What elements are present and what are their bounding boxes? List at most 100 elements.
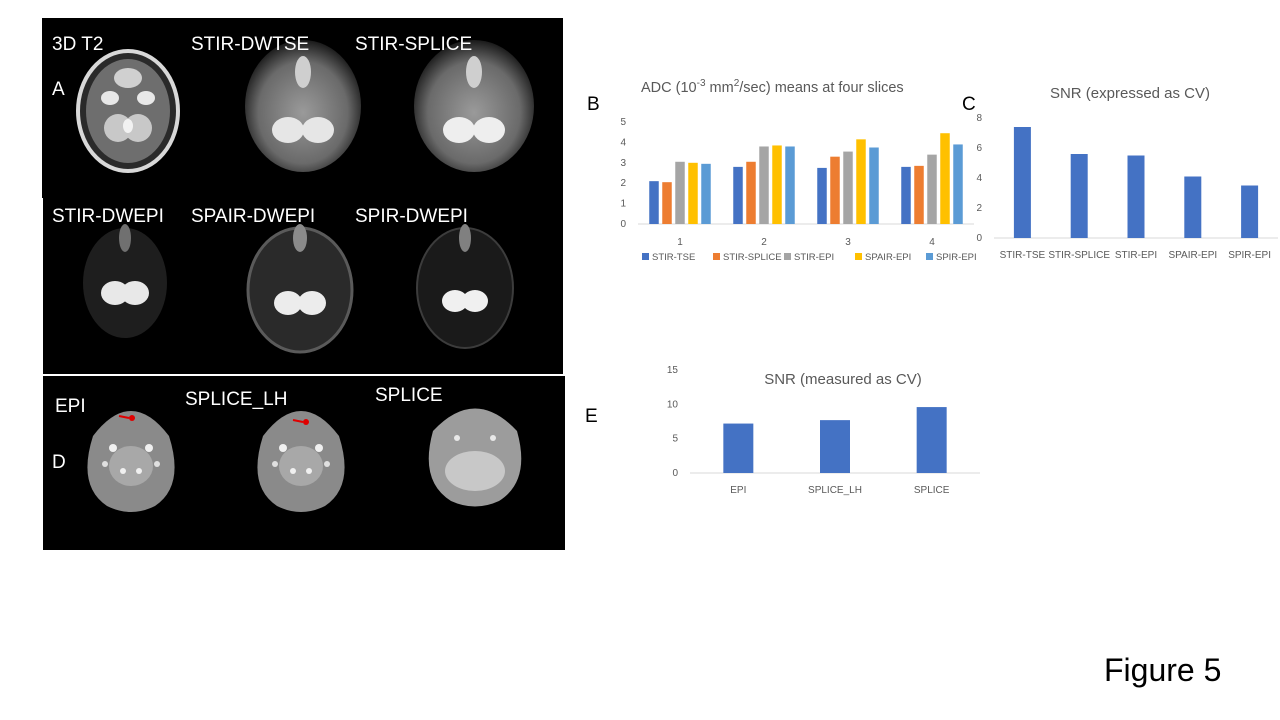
- chart-b-bar: [953, 144, 963, 224]
- chart-b-bar: [914, 165, 924, 224]
- chart-e-bar: [916, 407, 947, 473]
- chart-b-legend-swatch: [926, 253, 933, 260]
- image-panel-row1: 3D T2 STIR-DWTSE STIR-SPLICE A: [42, 18, 563, 198]
- panel-letter-c: C: [962, 94, 976, 115]
- chart-c-bar: [1241, 185, 1259, 238]
- label-epi: EPI: [55, 396, 86, 417]
- image-panel-row3: EPI SPLICE_LH SPLICE D: [43, 376, 565, 550]
- label-stir-dwepi: STIR-DWEPI: [52, 206, 164, 227]
- chart-e-bar: [723, 423, 754, 473]
- chart-e-title: SNR (measured as CV): [764, 371, 922, 388]
- chart-c-bar: [1013, 127, 1031, 238]
- label-stir-dwtse: STIR-DWTSE: [191, 34, 310, 55]
- chart-c-xtick: STIR-SPLICE: [1048, 250, 1110, 261]
- chart-b-legend-label: STIR-SPLICE: [723, 252, 782, 263]
- chart-e-bar: [820, 420, 850, 473]
- chart-b-bar: [785, 146, 795, 224]
- chart-b-bar: [733, 166, 743, 224]
- chart-b-bar: [869, 147, 879, 224]
- chart-b-bar: [649, 181, 659, 224]
- chart-b-title: ADC (10-3 mm2/sec) means at four slices: [641, 78, 904, 96]
- panel-letter-e: E: [585, 406, 598, 427]
- chart-b-xtick: 2: [761, 237, 767, 248]
- chart-b-ytick: 2: [620, 178, 626, 189]
- red-arrow-epi: [118, 415, 130, 419]
- label-splice: SPLICE: [375, 385, 443, 406]
- spir-dwepi-image: [416, 224, 514, 349]
- chart-c-xtick: SPIR-EPI: [1228, 250, 1271, 261]
- chart-b-bar: [927, 154, 937, 224]
- label-spair-dwepi: SPAIR-DWEPI: [191, 206, 316, 227]
- mri-row2-images: [83, 224, 514, 354]
- chart-b-ytick: 1: [620, 199, 626, 210]
- chart-e-xtick: SPLICE_LH: [808, 485, 862, 496]
- chart-e-xtick: EPI: [730, 485, 746, 496]
- chart-e-ytick: 15: [667, 365, 679, 376]
- chart-b-bar: [675, 161, 685, 224]
- label-spir-dwepi: SPIR-DWEPI: [355, 206, 468, 227]
- chart-b-legend-swatch: [855, 253, 862, 260]
- chart-b-bar: [688, 162, 698, 224]
- chart-b-legend-label: SPIR-EPI: [936, 252, 977, 263]
- splice-lh-neck-image: [257, 411, 345, 512]
- chart-b-ytick: 5: [620, 117, 626, 128]
- chart-b-bar: [759, 146, 769, 224]
- chart-b-legend-label: SPAIR-EPI: [865, 252, 911, 263]
- chart-b-legend-swatch: [784, 253, 791, 260]
- figure-label: Figure 5: [1104, 652, 1222, 688]
- chart-b-bar: [856, 139, 866, 224]
- chart-b-bar: [901, 166, 911, 224]
- chart-b-bar: [843, 151, 853, 224]
- chart-b-bar: [817, 167, 827, 224]
- chart-b-bar: [830, 156, 840, 224]
- chart-b-xtick: 3: [845, 237, 851, 248]
- chart-c-title: SNR (expressed as CV): [1050, 85, 1210, 102]
- chart-b-bar: [746, 161, 756, 224]
- label-stir-splice: STIR-SPLICE: [355, 34, 473, 55]
- chart-c-bar: [1184, 176, 1202, 238]
- chart-c-ytick: 8: [976, 113, 982, 124]
- panel-letter-d: D: [52, 452, 66, 473]
- chart-e-ytick: 10: [667, 399, 679, 410]
- chart-c-xtick: STIR-TSE: [1000, 250, 1046, 261]
- chart-c-ytick: 0: [976, 233, 982, 244]
- chart-c-xtick: SPAIR-EPI: [1168, 250, 1217, 261]
- panel-letter-b: B: [587, 94, 600, 115]
- chart-e-ytick: 0: [672, 468, 678, 479]
- chart-b-xtick: 4: [929, 237, 935, 248]
- chart-b-adc-means: ADC (10-3 mm2/sec) means at four slices …: [620, 78, 977, 263]
- spair-dwepi-image: [246, 224, 354, 354]
- chart-b-legend-swatch: [642, 253, 649, 260]
- chart-e-ytick: 5: [672, 434, 678, 445]
- chart-b-bar: [940, 133, 950, 224]
- panel-letter-a: A: [52, 79, 65, 100]
- mri-row3-images: [87, 408, 522, 512]
- chart-b-bar: [662, 182, 672, 224]
- chart-c-xtick: STIR-EPI: [1115, 250, 1157, 261]
- stir-dwtse-image: [245, 40, 361, 172]
- chart-b-bar: [701, 163, 711, 224]
- chart-b-bar: [772, 145, 782, 224]
- chart-b-legend-swatch: [713, 253, 720, 260]
- chart-e-snr-measured: SNR (measured as CV) 0 5 10 15 EPI SPLICE_LH S…: [667, 365, 980, 496]
- epi-neck-image: [87, 411, 175, 512]
- chart-c-ytick: 2: [976, 203, 982, 214]
- chart-b-legend-label: STIR-TSE: [652, 252, 695, 263]
- label-3d-t2: 3D T2: [52, 34, 104, 55]
- stir-splice-image: [414, 40, 534, 172]
- chart-b-xtick: 1: [677, 237, 683, 248]
- chart-c-bar: [1127, 155, 1145, 238]
- chart-b-ytick: 3: [620, 158, 626, 169]
- chart-c-ytick: 4: [976, 173, 982, 184]
- chart-c-ytick: 6: [976, 143, 982, 154]
- t2-brain-image: [76, 49, 180, 173]
- stir-dwepi-image: [83, 224, 167, 338]
- chart-e-xtick: SPLICE: [914, 485, 950, 496]
- chart-b-ytick: 0: [620, 219, 626, 230]
- chart-b-legend-label: STIR-EPI: [794, 252, 834, 263]
- chart-b-ytick: 4: [620, 137, 626, 148]
- chart-c-bar: [1070, 154, 1088, 238]
- mri-row1-images: [76, 40, 534, 173]
- splice-neck-image: [428, 408, 522, 507]
